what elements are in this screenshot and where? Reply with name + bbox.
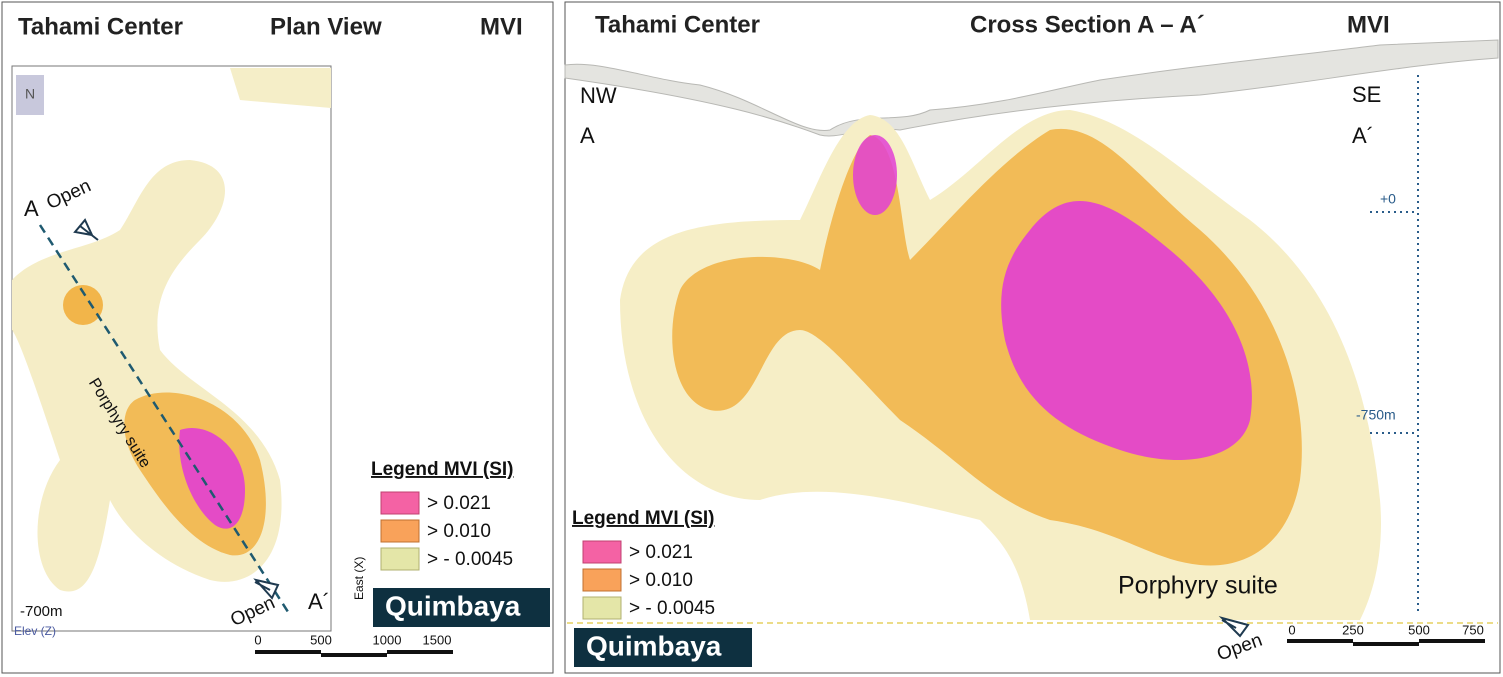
legend-entry: > 0.010: [427, 521, 491, 542]
axis-label: Elev (Z): [14, 624, 56, 638]
magenta-body: [179, 428, 245, 529]
legend-entry: > - 0.0045: [427, 549, 513, 570]
legend-swatch: [380, 491, 420, 515]
legend-swatch: [582, 596, 622, 620]
north-arrow: [16, 75, 44, 115]
logo-box: [574, 628, 752, 667]
legend-swatch: [380, 519, 420, 543]
orange-body: [63, 285, 103, 325]
logo-box: [373, 588, 550, 627]
scale-bar: [1287, 639, 1485, 646]
legend-entry: > - 0.0045: [629, 598, 715, 619]
direction-label: NW: [580, 83, 617, 108]
scale-label: 1000: [373, 632, 402, 647]
legend-entry: > 0.010: [629, 570, 693, 591]
scale-label: 750: [1462, 622, 1484, 637]
depth-label: +0: [1380, 191, 1396, 207]
magenta-body: [1001, 201, 1252, 460]
logo: Quimbaya: [586, 630, 722, 661]
legend-swatch: [582, 568, 622, 592]
section-bodies: [620, 110, 1381, 620]
logo: Quimbaya: [385, 590, 521, 621]
scale-label: 500: [310, 632, 332, 647]
depth-label: -750m: [1356, 407, 1396, 423]
legend-title: Legend MVI (SI): [572, 508, 715, 529]
open-arrow: [1218, 616, 1250, 638]
direction-label: SE: [1352, 82, 1381, 107]
plan-bodies: [12, 68, 331, 592]
scale-label: 0: [1288, 622, 1295, 637]
unit-label: Porphyry suite: [1118, 572, 1278, 600]
scale-label: 0: [254, 632, 261, 647]
scale-label: 250: [1342, 622, 1364, 637]
elevation-label: -700m: [20, 603, 63, 620]
scale-label: 500: [1408, 622, 1430, 637]
header-location: Tahami Center: [595, 11, 760, 38]
header-method: MVI: [1347, 11, 1390, 38]
header-view: Cross Section A – A´: [970, 11, 1205, 38]
legend-swatch: [380, 547, 420, 571]
legend-entry: > 0.021: [427, 493, 491, 514]
legend-entry: > 0.021: [629, 542, 693, 563]
legend-swatch: [582, 540, 622, 564]
legend-title: Legend MVI (SI): [371, 459, 514, 480]
section-line: [38, 224, 292, 616]
magenta-body: [853, 135, 897, 215]
scale-label: 1500: [423, 632, 452, 647]
axis-label: East (X): [352, 557, 366, 600]
section-end: A´: [308, 589, 330, 614]
header-location: Tahami Center: [18, 13, 183, 40]
north-symbol: N: [25, 86, 35, 102]
section-start: A: [580, 123, 595, 148]
scale-bar: [255, 650, 453, 657]
pale-body: [230, 68, 331, 108]
section-end: A´: [1352, 123, 1374, 148]
open-arrow: [253, 578, 280, 600]
header-method: MVI: [480, 13, 523, 40]
section-start: A: [24, 196, 39, 221]
open-arrow: [73, 218, 99, 241]
header-view: Plan View: [270, 13, 382, 40]
